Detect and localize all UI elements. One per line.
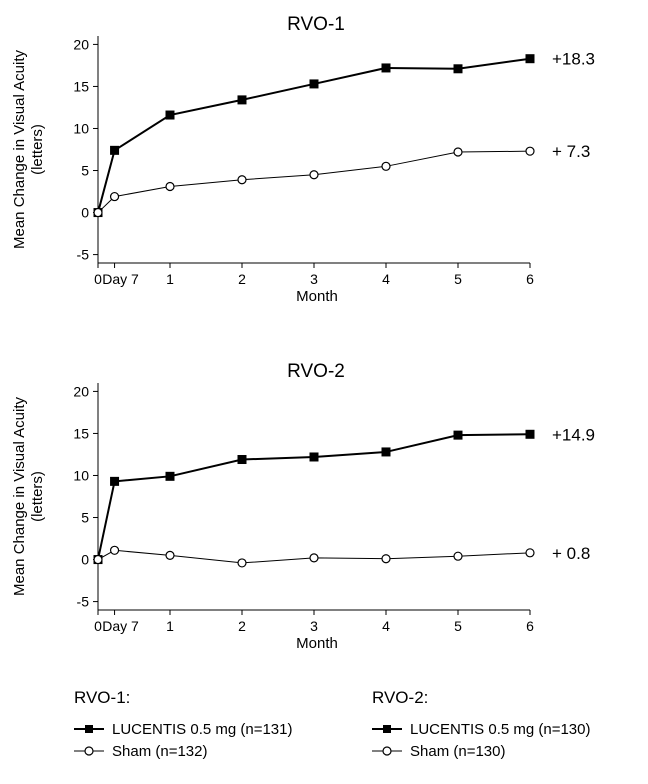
- data-point-circle: [453, 147, 463, 157]
- y-axis-label: Mean Change in Visual Acuity: [11, 49, 28, 249]
- x-tick-label: 4: [382, 271, 390, 287]
- y-axis-label: Mean Change in Visual Acuity: [11, 396, 28, 596]
- data-point-square: [453, 430, 463, 440]
- legend-square-marker-icon: [74, 725, 104, 733]
- legend-rvo2-lucentis-label: LUCENTIS 0.5 mg (n=130): [410, 720, 591, 738]
- series-line-circle: [97, 549, 531, 564]
- data-point-square: [453, 64, 463, 74]
- x-tick-label: 3: [310, 618, 318, 634]
- series-line-square: [97, 57, 531, 213]
- x-tick-label: 5: [454, 271, 462, 287]
- series-end-label: + 0.8: [552, 544, 590, 563]
- legend-rvo2-lucentis: LUCENTIS 0.5 mg (n=130): [372, 718, 591, 740]
- data-point-circle: [109, 545, 120, 555]
- legend-rvo2-sham-label: Sham (n=130): [410, 742, 506, 760]
- data-point-circle: [381, 554, 391, 564]
- x-axis-label: Month: [296, 288, 338, 305]
- legend-rvo2-title: RVO-2:: [372, 688, 429, 707]
- y-tick-label: 10: [73, 120, 89, 136]
- legend-circle-marker-icon: [74, 746, 104, 756]
- data-point-circle: [309, 170, 319, 180]
- data-point-square: [525, 54, 535, 64]
- y-tick-label: 5: [81, 163, 89, 179]
- chart-title-rvo2: RVO-2: [287, 361, 345, 382]
- y-tick-label: 15: [73, 425, 89, 441]
- x-tick-label: 1: [166, 618, 174, 634]
- data-point-circle: [237, 558, 247, 568]
- y-tick-label: 0: [81, 552, 89, 568]
- data-point-circle: [525, 548, 535, 558]
- legend-square-marker-icon: [372, 725, 402, 733]
- x-tick-label: 5: [454, 618, 462, 634]
- data-point-square: [165, 471, 175, 481]
- series-line-circle: [97, 150, 531, 213]
- legend-rvo1-lucentis-label: LUCENTIS 0.5 mg (n=131): [112, 720, 293, 738]
- x-tick-label: Day 7: [102, 618, 139, 634]
- y-tick-label: 15: [73, 78, 89, 94]
- data-point-circle: [165, 550, 175, 560]
- data-point-square: [165, 110, 175, 120]
- legend-rvo1-sham-label: Sham (n=132): [112, 742, 208, 760]
- series-line-square: [97, 433, 531, 560]
- data-point-circle: [165, 181, 175, 192]
- data-point-square: [309, 79, 319, 89]
- y-tick-label: 10: [73, 467, 89, 483]
- series-end-label: +14.9: [552, 425, 595, 444]
- x-tick-label: 2: [238, 618, 246, 634]
- legend-circle-marker-icon: [372, 746, 402, 756]
- y-axis-unit-label: (letters): [29, 124, 46, 175]
- legend-rvo1: RVO-1: LUCENTIS 0.5 mg (n=131) Sham (n=1…: [74, 688, 293, 762]
- data-point-circle: [309, 553, 319, 563]
- legend-rvo1-lucentis: LUCENTIS 0.5 mg (n=131): [74, 718, 293, 740]
- y-tick-label: 5: [81, 510, 89, 526]
- y-tick-label: -5: [77, 594, 90, 610]
- data-point-square: [110, 476, 120, 486]
- x-tick-label: 1: [166, 271, 174, 287]
- y-tick-label: 0: [81, 205, 89, 221]
- series-end-label: + 7.3: [552, 142, 590, 161]
- legend-rvo2-sham: Sham (n=130): [372, 740, 591, 762]
- x-tick-label: 6: [526, 618, 534, 634]
- x-tick-label: 3: [310, 271, 318, 287]
- y-tick-label: 20: [73, 383, 89, 399]
- data-point-square: [237, 95, 247, 105]
- data-point-square: [381, 63, 391, 73]
- data-point-circle: [381, 161, 391, 171]
- y-tick-label: 20: [73, 36, 89, 52]
- series-end-label: +18.3: [552, 50, 595, 69]
- data-point-square: [110, 145, 120, 155]
- x-tick-label: 6: [526, 271, 534, 287]
- data-point-circle: [237, 175, 247, 185]
- data-point-square: [525, 429, 535, 439]
- data-point-square: [309, 452, 319, 462]
- x-tick-label: 4: [382, 618, 390, 634]
- data-point-square: [237, 455, 247, 465]
- x-tick-label: 0: [94, 271, 102, 287]
- x-axis-label: Month: [296, 635, 338, 652]
- data-point-circle: [453, 551, 463, 561]
- chart-title-rvo1: RVO-1: [287, 14, 345, 35]
- data-point-circle: [93, 207, 103, 218]
- data-point-circle: [93, 554, 103, 565]
- y-axis-unit-label: (letters): [29, 471, 46, 522]
- x-tick-label: Day 7: [102, 271, 139, 287]
- data-point-circle: [525, 146, 535, 156]
- data-point-circle: [109, 191, 120, 202]
- x-tick-label: 2: [238, 271, 246, 287]
- x-tick-label: 0: [94, 618, 102, 634]
- legend-rvo1-sham: Sham (n=132): [74, 740, 293, 762]
- legend-rvo1-title: RVO-1:: [74, 688, 131, 707]
- legend-rvo2: RVO-2: LUCENTIS 0.5 mg (n=130) Sham (n=1…: [372, 688, 591, 762]
- data-point-square: [381, 447, 391, 457]
- y-tick-label: -5: [77, 247, 90, 263]
